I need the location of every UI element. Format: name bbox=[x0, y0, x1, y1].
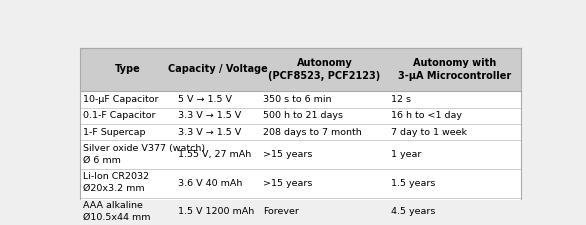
Text: 500 h to 21 days: 500 h to 21 days bbox=[263, 111, 343, 120]
Text: Autonomy
(PCF8523, PCF2123): Autonomy (PCF8523, PCF2123) bbox=[268, 58, 381, 81]
Text: 3.3 V → 1.5 V: 3.3 V → 1.5 V bbox=[178, 128, 241, 137]
Text: 10-μF Capacitor: 10-μF Capacitor bbox=[83, 95, 158, 104]
Text: 208 days to 7 month: 208 days to 7 month bbox=[263, 128, 362, 137]
Text: 0.1-F Capacitor: 0.1-F Capacitor bbox=[83, 111, 155, 120]
Text: 16 h to <1 day: 16 h to <1 day bbox=[391, 111, 462, 120]
Text: >15 years: >15 years bbox=[263, 150, 313, 159]
Text: 1.55 V, 27 mAh: 1.55 V, 27 mAh bbox=[178, 150, 251, 159]
Text: 12 s: 12 s bbox=[391, 95, 411, 104]
Text: Capacity / Voltage: Capacity / Voltage bbox=[168, 64, 268, 74]
Bar bbox=[80, 198, 520, 225]
Bar bbox=[80, 108, 520, 124]
Bar bbox=[80, 169, 520, 198]
Text: 350 s to 6 min: 350 s to 6 min bbox=[263, 95, 332, 104]
Text: AAA alkaline
Ø10.5x44 mm: AAA alkaline Ø10.5x44 mm bbox=[83, 201, 150, 222]
Text: Type: Type bbox=[114, 64, 140, 74]
Text: 1.5 V 1200 mAh: 1.5 V 1200 mAh bbox=[178, 207, 254, 216]
Text: 3.3 V → 1.5 V: 3.3 V → 1.5 V bbox=[178, 111, 241, 120]
Bar bbox=[80, 124, 520, 140]
Text: >15 years: >15 years bbox=[263, 179, 313, 188]
Text: 5 V → 1.5 V: 5 V → 1.5 V bbox=[178, 95, 231, 104]
Text: 1 year: 1 year bbox=[391, 150, 421, 159]
Text: 7 day to 1 week: 7 day to 1 week bbox=[391, 128, 467, 137]
Text: 4.5 years: 4.5 years bbox=[391, 207, 435, 216]
Text: Silver oxide V377 (watch)
Ø 6 mm: Silver oxide V377 (watch) Ø 6 mm bbox=[83, 144, 205, 164]
Text: 1.5 years: 1.5 years bbox=[391, 179, 435, 188]
Text: Autonomy with
3-μA Microcontroller: Autonomy with 3-μA Microcontroller bbox=[398, 58, 511, 81]
Text: Li-Ion CR2032
Ø20x3.2 mm: Li-Ion CR2032 Ø20x3.2 mm bbox=[83, 172, 149, 193]
Text: Forever: Forever bbox=[263, 207, 299, 216]
Bar bbox=[80, 140, 520, 169]
Text: 1-F Supercap: 1-F Supercap bbox=[83, 128, 145, 137]
Text: 3.6 V 40 mAh: 3.6 V 40 mAh bbox=[178, 179, 242, 188]
Bar bbox=[80, 48, 520, 91]
Bar bbox=[80, 91, 520, 108]
